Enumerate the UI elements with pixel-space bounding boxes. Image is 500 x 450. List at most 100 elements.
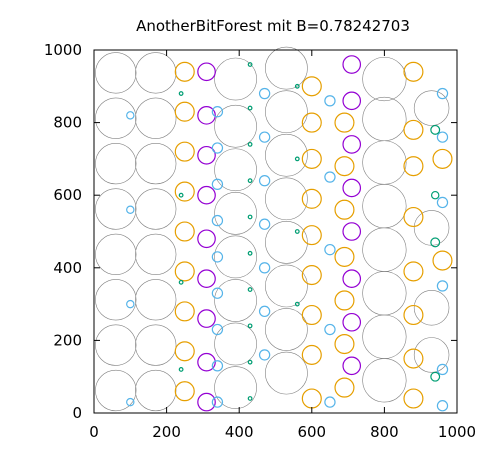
purple-circle-6 <box>197 145 216 165</box>
orange-circle-29 <box>403 206 424 228</box>
large-circle-39 <box>362 56 407 102</box>
cyan-circle-25 <box>436 131 449 143</box>
orange-circle-21 <box>334 246 355 267</box>
purple-circle-11 <box>342 269 362 289</box>
orange-circle-24 <box>334 112 355 133</box>
orange-circle-9 <box>301 388 322 409</box>
orange-circle-30 <box>403 156 424 177</box>
large-circle-14 <box>135 97 177 139</box>
cyan-circle-1 <box>211 360 224 372</box>
cyan-circle-3 <box>211 287 224 299</box>
tick-layer: 0 200 400 600 800 1000 0 200 400 600 800 1000 <box>44 41 476 441</box>
cyan-circle-26 <box>436 87 449 100</box>
large-circle-36 <box>362 184 407 229</box>
cyan-circle-2 <box>211 323 224 336</box>
x-tick-label-3: 600 <box>297 423 326 441</box>
cyan-circle-20 <box>324 95 336 107</box>
large-circle-37 <box>362 140 407 185</box>
large-circle-31 <box>265 46 308 90</box>
data-layer <box>95 46 453 412</box>
x-tick-label-0: 0 <box>89 423 99 441</box>
large-circle-13 <box>135 142 177 185</box>
large-circle-33 <box>362 314 407 359</box>
cyan-circle-30 <box>126 111 135 120</box>
large-circle-34 <box>362 271 407 316</box>
cyan-circle-23 <box>436 280 449 292</box>
cyan-circle-19 <box>324 171 336 183</box>
orange-circle-10 <box>301 344 322 365</box>
teal-circle-15 <box>178 279 184 285</box>
orange-circle-16 <box>301 112 322 133</box>
purple-circle-16 <box>342 55 362 74</box>
orange-circle-7 <box>174 101 195 122</box>
cyan-circle-14 <box>258 131 271 143</box>
teal-circle-14 <box>178 367 184 372</box>
orange-circle-3 <box>174 261 195 282</box>
x-tick-label-2: 400 <box>225 423 254 441</box>
orange-circle-13 <box>301 225 322 246</box>
orange-circle-5 <box>174 181 195 202</box>
y-tick-label-1: 200 <box>53 331 82 349</box>
y-tick-label-0: 0 <box>72 404 82 422</box>
large-circle-19 <box>214 235 257 279</box>
purple-circle-7 <box>197 106 216 125</box>
large-circle-20 <box>214 192 257 235</box>
cyan-circle-12 <box>258 218 271 230</box>
large-circle-16 <box>214 366 257 409</box>
orange-circle-1 <box>174 341 195 362</box>
large-circle-29 <box>265 133 308 177</box>
large-circle-12 <box>135 188 177 230</box>
teal-circle-2 <box>247 323 253 329</box>
orange-circle-6 <box>174 141 195 162</box>
orange-circle-32 <box>403 61 424 82</box>
orange-circle-31 <box>403 119 424 140</box>
large-circle-9 <box>135 324 177 366</box>
large-circle-17 <box>214 322 257 366</box>
large-circle-1 <box>95 324 137 366</box>
purple-circle-15 <box>342 91 362 111</box>
orange-circle-17 <box>301 76 322 97</box>
cyan-circle-29 <box>126 205 135 214</box>
teal-circle-10 <box>294 301 300 307</box>
large-circle-23 <box>214 57 257 101</box>
purple-circle-5 <box>197 185 216 205</box>
large-circle-2 <box>95 279 137 321</box>
purple-circle-4 <box>197 229 216 249</box>
orange-circle-12 <box>301 265 322 286</box>
large-circle-0 <box>95 369 137 412</box>
orange-circle-2 <box>174 301 195 322</box>
cyan-circle-17 <box>324 323 336 336</box>
large-circle-10 <box>135 279 177 321</box>
orange-circle-26 <box>403 348 424 369</box>
purple-circle-14 <box>342 135 362 154</box>
large-circle-4 <box>95 188 137 230</box>
purple-circle-1 <box>197 352 216 372</box>
orange-circle-19 <box>334 333 355 355</box>
cyan-circle-15 <box>258 87 271 100</box>
large-circle-15 <box>135 52 177 94</box>
cyan-circle-18 <box>324 243 336 256</box>
teal-circle-3 <box>247 287 253 292</box>
teal-circle-1 <box>247 359 253 365</box>
orange-circle-15 <box>301 148 322 169</box>
teal-circle-5 <box>247 214 253 220</box>
teal-circle-4 <box>247 250 253 256</box>
x-tick-label-5: 1000 <box>438 423 476 441</box>
large-circle-40 <box>413 337 450 373</box>
large-circle-38 <box>362 96 407 142</box>
teal-circle-18 <box>430 371 441 382</box>
orange-circle-11 <box>301 304 322 326</box>
orange-circle-25 <box>403 388 424 409</box>
large-circle-41 <box>413 290 450 326</box>
large-circle-28 <box>265 177 308 221</box>
teal-circle-13 <box>294 83 300 89</box>
cyan-circle-5 <box>211 214 224 227</box>
purple-circle-3 <box>197 269 216 289</box>
cyan-circle-22 <box>436 363 449 376</box>
purple-circle-2 <box>197 309 216 328</box>
orange-circle-4 <box>174 221 195 242</box>
teal-circle-9 <box>247 62 253 67</box>
teal-circle-20 <box>430 124 441 135</box>
large-circle-8 <box>135 369 177 412</box>
